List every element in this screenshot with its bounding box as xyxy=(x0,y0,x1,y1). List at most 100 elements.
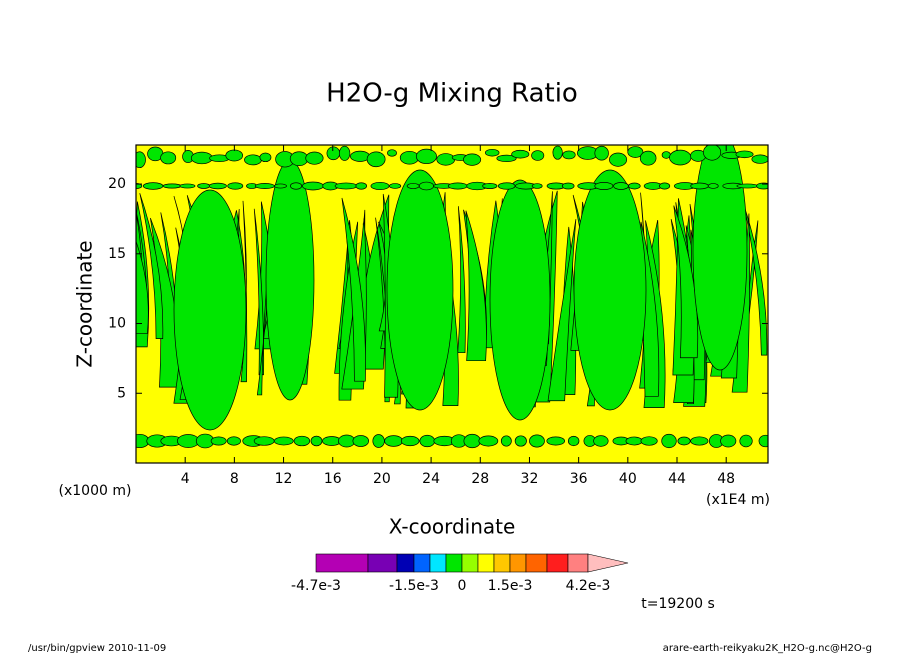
band-blob xyxy=(305,151,324,165)
y-tick-label: 10 xyxy=(108,316,126,332)
band-blob xyxy=(254,183,275,189)
x-axis-label: X-coordinate xyxy=(389,515,516,539)
x-tick-label: 28 xyxy=(471,471,489,487)
x-unit: (x1E4 m) xyxy=(706,492,770,508)
band-blob xyxy=(707,183,719,189)
band-blob xyxy=(609,152,628,167)
band-blob xyxy=(739,434,753,448)
band-blob xyxy=(531,183,543,189)
band-blob xyxy=(552,145,563,160)
band-blob xyxy=(751,154,768,164)
band-blob xyxy=(720,434,737,448)
colorbar-segment xyxy=(477,553,495,573)
band-blob xyxy=(639,150,657,166)
band-blob xyxy=(484,148,500,157)
x-tick-label: 20 xyxy=(373,471,391,487)
plume-core xyxy=(692,145,748,371)
band-blob xyxy=(244,154,262,166)
colorbar-segment xyxy=(525,553,548,573)
band-blob xyxy=(418,181,434,191)
plume-core xyxy=(386,169,454,411)
band-blob xyxy=(736,183,759,189)
band-blob xyxy=(436,153,456,166)
colorbar-segment xyxy=(546,553,569,573)
band-blob xyxy=(142,182,164,190)
band-blob xyxy=(561,182,575,190)
plume xyxy=(457,206,466,354)
colorbar-label: 0 xyxy=(458,578,467,594)
band-blob xyxy=(273,436,294,446)
band-blob xyxy=(594,145,609,161)
band-blob xyxy=(500,435,512,447)
band-blob xyxy=(669,149,692,166)
band-blob xyxy=(259,152,272,163)
band-blob xyxy=(625,436,643,446)
colorbar-segment xyxy=(396,553,415,573)
footer-left: /usr/bin/gpview 2010-11-09 xyxy=(28,643,166,654)
colorbar-segment xyxy=(493,553,511,573)
band-blob xyxy=(735,150,754,159)
y-tick-label: 5 xyxy=(117,385,126,401)
band-blob xyxy=(253,436,275,446)
band-blob xyxy=(384,435,404,447)
x-tick-label: 32 xyxy=(521,471,539,487)
band-blob xyxy=(179,183,196,189)
plume xyxy=(547,219,577,402)
band-blob xyxy=(406,183,420,189)
band-blob xyxy=(447,182,468,190)
band-blob xyxy=(160,151,177,165)
footer-right: arare-earth-reikyaku2K_H2O-g.nc@H2O-g xyxy=(663,643,872,654)
band-blob xyxy=(514,435,527,447)
band-blob xyxy=(352,435,369,447)
band-blob xyxy=(290,182,303,190)
band-blob xyxy=(594,182,614,190)
band-blob xyxy=(334,182,358,190)
band-blob xyxy=(310,435,323,447)
band-blob xyxy=(399,150,420,165)
band-blob xyxy=(482,183,498,189)
band-blob xyxy=(415,148,437,165)
band-blob xyxy=(546,436,566,446)
y-unit: (x1000 m) xyxy=(59,483,132,499)
plume xyxy=(136,240,149,334)
band-blob xyxy=(677,436,691,446)
band-blob xyxy=(659,182,671,190)
band-blob xyxy=(366,151,386,168)
plume-core xyxy=(265,159,315,401)
band-blob xyxy=(419,434,436,448)
band-blob xyxy=(661,433,677,449)
band-blob xyxy=(690,436,709,446)
band-blob xyxy=(400,435,420,447)
band-blob xyxy=(613,182,629,190)
band-blob xyxy=(370,181,390,191)
plume xyxy=(341,197,366,382)
colorbar-segment xyxy=(315,553,369,573)
band-blob xyxy=(302,181,324,191)
band-blob xyxy=(338,145,351,161)
colorbar-label: -4.7e-3 xyxy=(291,578,341,594)
x-tick-label: 4 xyxy=(181,471,190,487)
band-blob xyxy=(511,149,530,159)
band-blob xyxy=(628,182,641,190)
x-tick-label: 44 xyxy=(668,471,686,487)
band-blob xyxy=(326,146,341,161)
band-blob xyxy=(293,435,311,447)
colorbar-segment xyxy=(429,553,447,573)
x-tick-label: 8 xyxy=(230,471,239,487)
x-tick-label: 12 xyxy=(275,471,293,487)
plume-core xyxy=(573,169,647,411)
colorbar-segment xyxy=(461,553,479,573)
x-tick-label: 16 xyxy=(324,471,342,487)
band-blob xyxy=(463,433,481,449)
band-blob xyxy=(496,154,517,163)
band-blob xyxy=(387,149,397,157)
band-blob xyxy=(478,435,499,447)
plume xyxy=(673,205,699,359)
y-tick-label: 15 xyxy=(108,246,126,262)
colorbar-arrow xyxy=(587,553,629,573)
colorbar-segment xyxy=(567,553,589,573)
band-blob xyxy=(758,434,768,448)
